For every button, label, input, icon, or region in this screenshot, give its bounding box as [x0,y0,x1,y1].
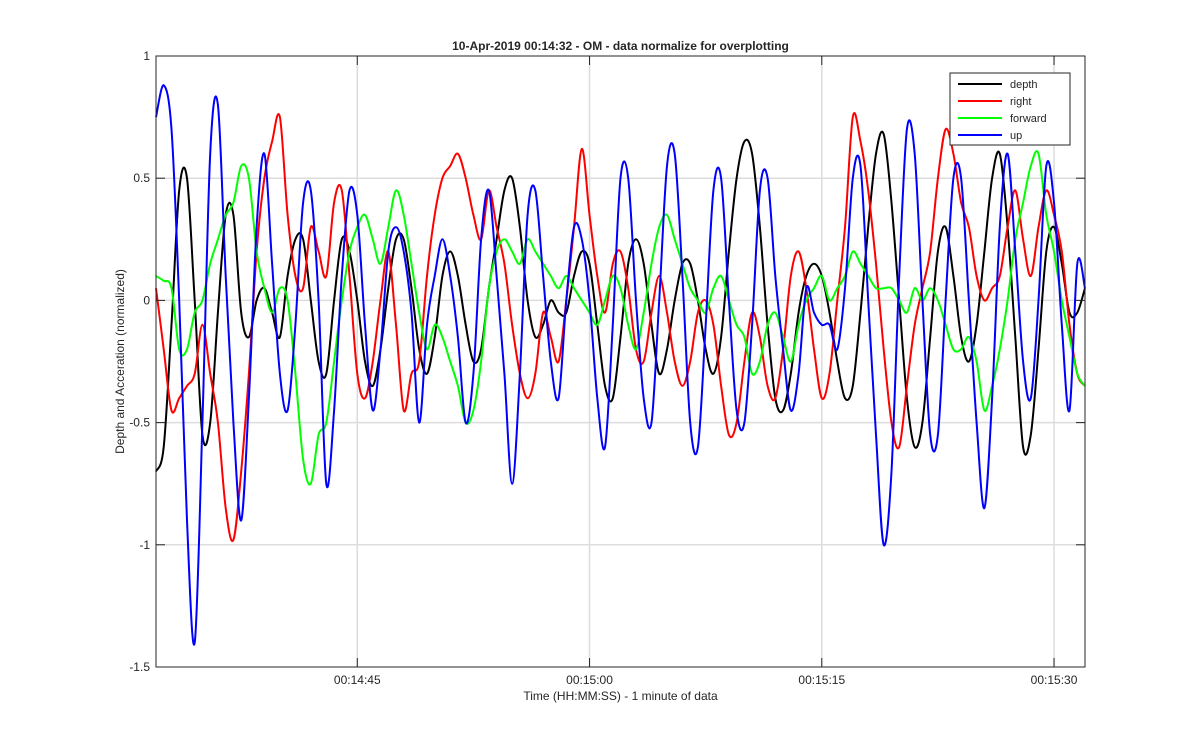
y-tick-label: -1 [139,538,150,552]
y-tick-label: -1.5 [129,660,150,674]
series-line-up [155,84,1086,646]
axes-box [155,55,1086,668]
y-tick-label: 0.5 [133,171,150,185]
x-axis-label: Time (HH:MM:SS) - 1 minute of data [523,689,718,703]
grid [156,56,1085,667]
legend: depth right forward up [949,72,1071,146]
series-layer [155,84,1086,646]
legend-label-up: up [1010,130,1022,142]
ticks: 00:14:45 00:15:00 00:15:15 00:15:30 1 0.5 0 -0.… [129,49,1085,687]
plot-area [156,56,1085,667]
y-tick-label: -0.5 [129,416,150,430]
x-tick-label: 00:15:00 [566,673,613,687]
series-line-forward [155,150,1086,486]
legend-label-right: right [1010,96,1031,108]
chart-title: 10-Apr-2019 00:14:32 - OM - data normali… [452,39,789,53]
y-axis-label: Depth and Acceration (normalized) [113,269,127,454]
y-tick-label: 1 [143,49,150,63]
x-tick-label: 00:15:15 [798,673,845,687]
y-tick-label: 0 [143,293,150,307]
legend-label-depth: depth [1010,79,1038,91]
legend-label-forward: forward [1010,113,1047,125]
x-tick-label: 00:14:45 [334,673,381,687]
x-tick-label: 00:15:30 [1031,673,1078,687]
